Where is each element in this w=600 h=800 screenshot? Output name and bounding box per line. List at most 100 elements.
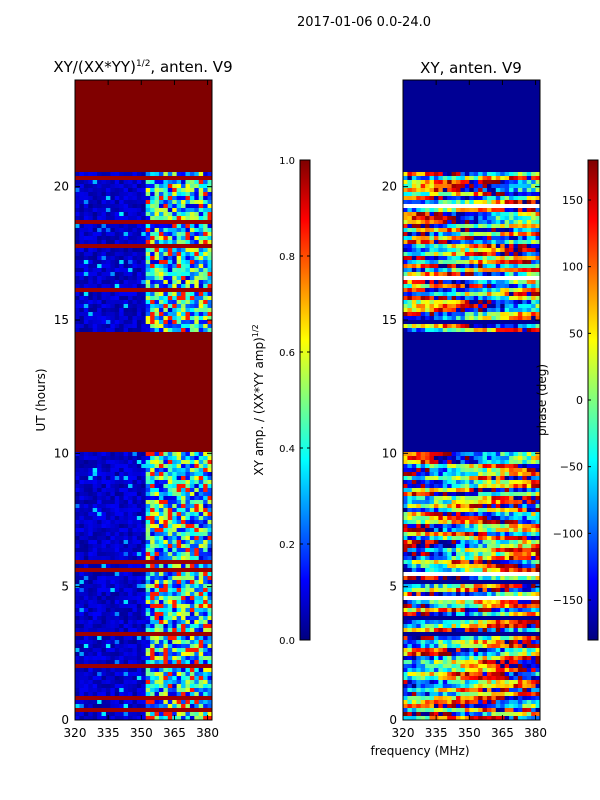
heat-cell [88,228,94,233]
heat-cell [119,240,125,245]
left-y-axis-label: UT (hours) [34,368,48,431]
heat-cell [110,228,116,233]
heat-cell [136,456,142,461]
heat-cell [194,224,200,229]
heat-cell [207,256,213,261]
heat-cell [119,180,125,185]
heat-cell [469,188,475,193]
heat-cell [75,716,80,721]
heat-cell [486,476,492,481]
heat-row [75,240,213,245]
heat-cell [522,484,528,489]
heat-cell [500,488,506,493]
heat-row [403,196,541,201]
heat-cell [504,476,510,481]
heat-cell [486,212,492,217]
heat-cell [207,528,213,533]
heat-cell [167,692,173,697]
heat-cell [150,472,156,477]
heat-cell [105,188,111,193]
heat-cell [447,264,453,269]
heat-cell [442,480,448,485]
heat-cell [83,636,89,641]
heat-cell [403,188,408,193]
heat-cell [194,660,200,665]
heat-cell [158,660,164,665]
heat-cell [425,512,431,517]
heat-cell [522,200,528,205]
heat-cell [150,620,156,625]
heat-cell [132,208,138,213]
heat-cell [522,488,528,493]
heat-cell [79,248,85,253]
heat-cell [114,544,120,549]
heat-row [75,536,213,541]
heat-cell [517,488,523,493]
heat-cell [176,580,182,585]
heat-cell [478,324,484,329]
heat-cell [83,200,89,205]
heat-cell [535,208,541,213]
heat-cell [83,576,89,581]
heat-cell [114,472,120,477]
heat-cell [181,620,186,625]
heat-cell [158,532,164,537]
heat-cell [207,628,213,633]
heat-cell [145,688,151,693]
heat-cell [114,248,120,253]
heat-cell [105,504,111,509]
heat-cell [522,472,528,477]
heat-cell [486,316,492,321]
heat-row [75,428,212,433]
heat-cell [97,580,103,585]
heat-cell [522,232,528,237]
heat-cell [145,716,151,721]
heat-cell [92,452,98,457]
heat-cell [535,252,541,257]
heat-cell [495,468,501,473]
heat-cell [478,300,484,305]
heat-cell [158,452,164,457]
heat-cell [141,248,147,253]
heat-cell [526,296,532,301]
heat-cell [189,704,195,709]
heat-cell [145,516,151,521]
heat-cell [509,484,514,489]
heat-cell [433,244,439,249]
heat-cell [181,212,186,217]
heat-cell [92,684,98,689]
heat-cell [101,592,107,597]
heat-cell [486,460,492,465]
heat-cell [181,228,186,233]
heat-cell [442,304,448,309]
heat-cell [207,460,213,465]
heat-cell [451,172,457,177]
heat-cell [114,716,120,721]
heat-cell [83,232,89,237]
heat-cell [92,508,98,513]
heat-cell [526,252,532,257]
heat-cell [411,240,417,245]
heat-cell [407,284,413,289]
heat-cell [176,636,182,641]
heat-cell [163,172,169,177]
heat-cell [128,192,133,197]
heat-cell [158,236,164,241]
heat-cell [150,672,156,677]
heat-cell [163,512,169,517]
heat-cell [101,188,107,193]
heat-cell [203,688,209,693]
heat-cell [79,552,85,557]
heat-cell [513,212,519,217]
heat-cell [75,452,80,457]
heat-row [75,312,213,317]
heat-cell [460,480,466,485]
heat-cell [491,252,497,257]
heat-cell [105,192,111,197]
heat-row [75,324,213,329]
heat-cell [141,612,147,617]
heat-cell [176,540,182,545]
heat-cell [136,464,142,469]
heat-cell [451,480,457,485]
heat-cell [167,716,173,721]
